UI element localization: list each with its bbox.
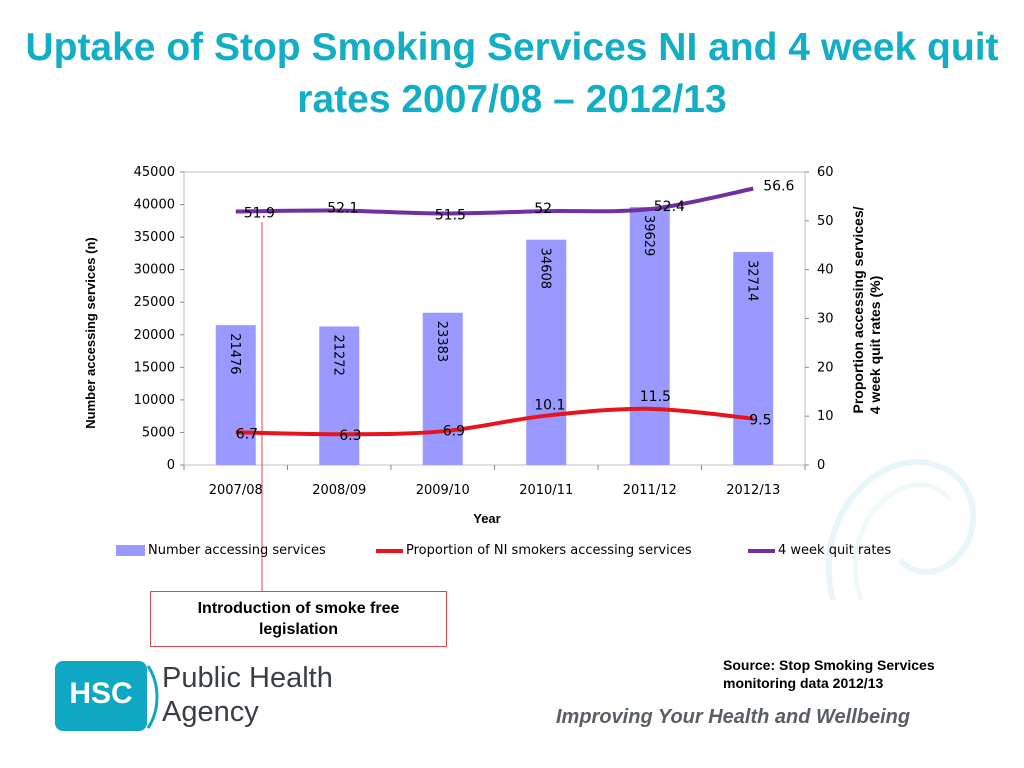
smoke-free-legislation-callout: Introduction of smoke free legislation [150, 591, 447, 647]
y2-tick-label: 0 [817, 458, 825, 473]
decorative-swirl [825, 459, 976, 600]
y-tick-label: 20000 [134, 328, 175, 343]
legend-label: Proportion of NI smokers accessing servi… [406, 543, 692, 558]
line-data-label: 51.5 [435, 208, 466, 224]
y2-tick-label: 50 [817, 214, 834, 229]
y-tick-label: 5000 [142, 425, 175, 440]
plot-area [183, 171, 806, 466]
bar-data-label: 32714 [744, 260, 759, 301]
bar-data-label: 34608 [537, 248, 552, 289]
bar [319, 326, 360, 465]
callout-line1: Introduction of smoke free [197, 600, 400, 617]
chart-legend: Number accessing services Proportion of … [116, 543, 916, 563]
y-tick-label: 10000 [134, 393, 175, 408]
legend-swatch-purple-line [748, 548, 775, 553]
y2-tick-label: 30 [817, 312, 834, 327]
line-data-label: 6.7 [236, 426, 258, 442]
bar [733, 251, 774, 465]
bar-data-label: 39629 [641, 215, 656, 256]
line-data-label: 9.5 [749, 413, 771, 429]
legend-item-number-accessing: Number accessing services [116, 543, 326, 558]
y-tick-label: 40000 [134, 198, 175, 213]
y2-tick-label: 20 [817, 360, 834, 375]
bar [422, 312, 463, 465]
x-tick-label: 2011/12 [623, 483, 677, 498]
hsc-logo: HSC [55, 661, 147, 731]
bar-data-label: 21476 [227, 333, 242, 374]
legend-swatch-red-line [376, 548, 403, 553]
line-data-label: 52.4 [654, 199, 685, 215]
legend-item-proportion: Proportion of NI smokers accessing servi… [376, 543, 692, 558]
y-tick-label: 25000 [134, 295, 175, 310]
x-tick-label: 2009/10 [416, 483, 470, 498]
y-axis-title: Number accessing services (n) [83, 237, 98, 428]
bar-data-label: 21272 [330, 334, 345, 375]
y-tick-label: 15000 [134, 360, 175, 375]
line-data-label: 52.1 [327, 201, 358, 217]
line-data-label: 52 [534, 201, 552, 217]
x-axis-title: Year [473, 511, 500, 526]
bar [215, 325, 256, 465]
page-title: Uptake of Stop Smoking Services NI and 4… [25, 26, 999, 121]
bar-data-label: 23383 [434, 321, 449, 362]
org-name-line2: Agency [162, 696, 259, 728]
y2-axis-title-line1: Proportion accessing services/ [850, 206, 866, 413]
y2-tick-label: 10 [817, 409, 834, 424]
line-data-label: 10.1 [534, 398, 565, 414]
y-tick-label: 45000 [134, 165, 175, 180]
line-data-label: 56.6 [763, 179, 794, 195]
legend-label: Number accessing services [148, 543, 326, 558]
y-tick-label: 0 [167, 458, 175, 473]
y2-tick-label: 40 [817, 263, 834, 278]
org-name: Public Health Agency [162, 661, 333, 729]
line-data-label: 6.9 [443, 423, 465, 439]
x-tick-label: 2008/09 [312, 483, 366, 498]
x-tick-label: 2010/11 [519, 483, 573, 498]
bar [629, 206, 670, 465]
source-note: Source: Stop Smoking Services monitoring… [723, 656, 1013, 692]
line-series [235, 186, 754, 216]
line-data-label: 6.3 [339, 428, 361, 444]
logo-arc-icon [146, 665, 159, 729]
x-tick-label: 2012/13 [726, 483, 780, 498]
callout-line2: legislation [258, 621, 339, 638]
slogan: Improving Your Health and Wellbeing [556, 706, 911, 728]
bar [526, 239, 567, 465]
org-name-line1: Public Health [162, 662, 333, 694]
y2-tick-label: 60 [817, 165, 834, 180]
legend-label: 4 week quit rates [778, 543, 892, 558]
hsc-logo-text: HSC [69, 677, 133, 710]
legend-swatch-bar [116, 545, 145, 556]
legend-item-quit-rates: 4 week quit rates [748, 543, 891, 558]
y-tick-label: 35000 [134, 230, 175, 245]
y-tick-label: 30000 [134, 263, 175, 278]
line-series [235, 406, 754, 437]
combo-chart: 0 5000 10000 15000 20000 25000 30000 35000 40000… [83, 165, 976, 600]
source-line2: monitoring data 2012/13 [723, 675, 884, 691]
line-data-label: 11.5 [640, 389, 671, 405]
source-line1: Source: Stop Smoking Services [723, 657, 935, 673]
y2-axis-title-line2: 4 week quit rates (%) [867, 276, 883, 415]
x-tick-label: 2007/08 [209, 483, 263, 498]
line-data-label: 51.9 [244, 206, 275, 222]
